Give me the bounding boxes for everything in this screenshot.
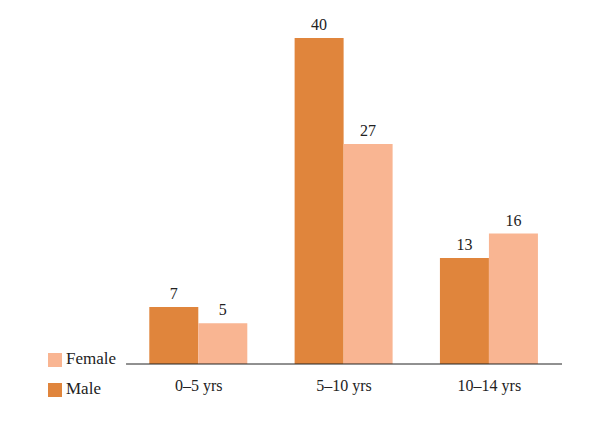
svg-text:7: 7 bbox=[170, 285, 178, 302]
svg-text:10–14 yrs: 10–14 yrs bbox=[458, 377, 522, 395]
svg-text:0–5 yrs: 0–5 yrs bbox=[175, 377, 223, 395]
svg-text:16: 16 bbox=[505, 212, 521, 229]
html-text:Female: Female bbox=[66, 349, 116, 368]
svg-text:27: 27 bbox=[360, 122, 376, 139]
html-text:Male: Male bbox=[66, 379, 101, 398]
svg-text:40: 40 bbox=[311, 16, 327, 33]
svg-text:5–10 yrs: 5–10 yrs bbox=[316, 377, 372, 395]
svg-text:13: 13 bbox=[456, 236, 472, 253]
svg-text:5: 5 bbox=[219, 301, 227, 318]
